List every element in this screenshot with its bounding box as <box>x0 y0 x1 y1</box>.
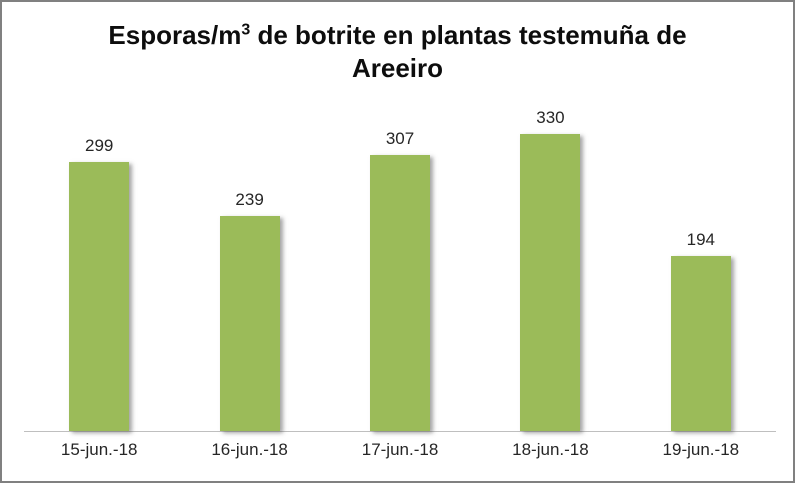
x-axis-label: 16-jun.-18 <box>211 440 288 459</box>
chart-title-superscript: 3 <box>241 21 251 39</box>
bar-cell: 194 <box>626 230 776 431</box>
bar-value-label: 299 <box>85 135 114 155</box>
x-axis-label: 17-jun.-18 <box>361 440 439 459</box>
bar-value-label: 307 <box>385 128 415 148</box>
bar-value-label: 239 <box>235 189 264 209</box>
chart-title-text-rest: de botrite en plantas testemuña de <box>250 20 687 50</box>
bars-row: 299 239 307 330 194 <box>24 108 776 431</box>
bar <box>520 134 581 431</box>
bar-cell: 330 <box>475 108 625 431</box>
bar-cell: 239 <box>174 190 324 431</box>
plot-area: 299 239 307 330 194 <box>24 108 776 432</box>
bar <box>69 161 130 431</box>
x-axis-label: 19-jun.-18 <box>662 440 740 459</box>
x-axis-labels: 15-jun.-18 16-jun.-18 17-jun.-18 18-jun.-18… <box>24 440 776 460</box>
bar-value-label: 330 <box>536 108 565 127</box>
bar-value-label: 194 <box>686 230 716 250</box>
bar <box>670 256 731 431</box>
bar <box>219 215 280 431</box>
bar-cell: 307 <box>325 129 475 431</box>
x-axis-label: 15-jun.-18 <box>60 440 138 459</box>
chart-title-line2: Areeiro <box>351 53 444 83</box>
bar-cell: 299 <box>24 136 174 431</box>
chart-title-text: Esporas/m <box>108 20 242 50</box>
x-axis-label: 18-jun.-18 <box>512 440 589 459</box>
chart-title: Esporas/m3 de botrite en plantas testemu… <box>2 19 793 85</box>
bar <box>370 154 431 431</box>
